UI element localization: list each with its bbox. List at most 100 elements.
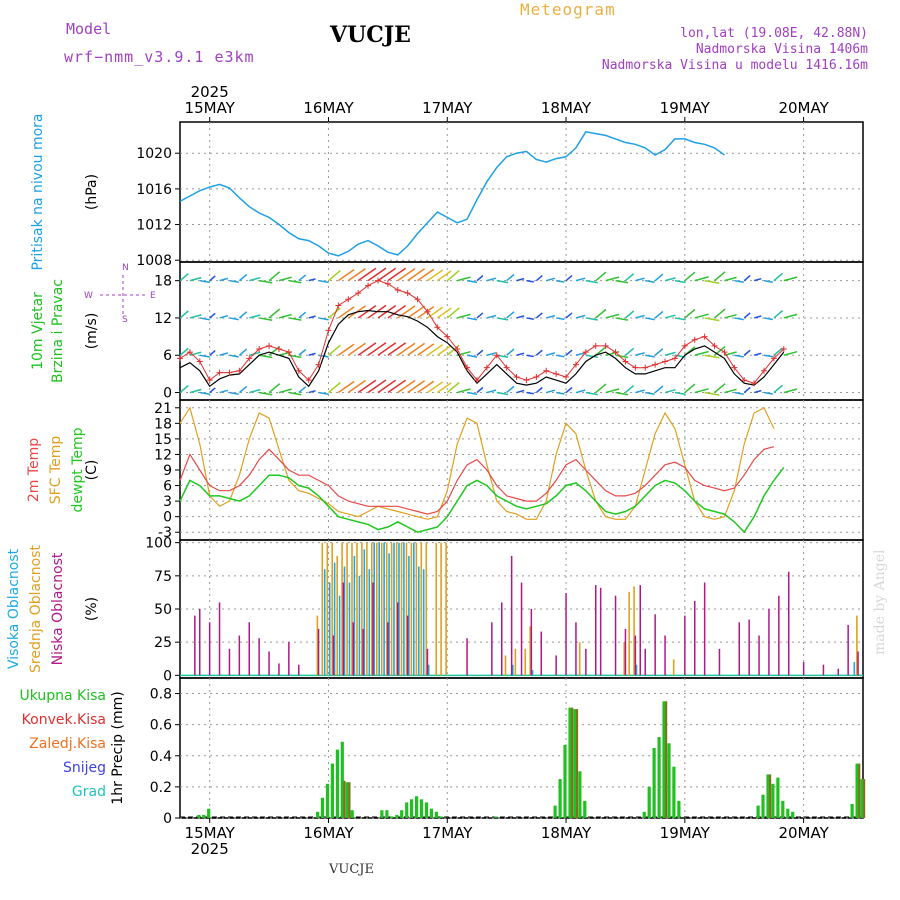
precip-bar-total (553, 805, 557, 818)
gust-marker (483, 364, 490, 371)
ytick-label-temperature: 6 (163, 479, 172, 495)
precip-bar-total (400, 810, 404, 818)
precip-bar-total (424, 802, 429, 818)
cloud-bar-low (208, 622, 211, 676)
wind-barb (318, 391, 329, 396)
wind-barb (664, 314, 676, 319)
ytick-label-pressure: 1020 (136, 146, 172, 162)
wind-barb (734, 354, 744, 358)
cloud-bar-low (352, 622, 354, 676)
cloud-bar-mid (440, 542, 442, 676)
wind-barb (684, 383, 696, 394)
wind-barb (486, 277, 497, 282)
wind-barb (694, 276, 709, 282)
cloud-bar-low (565, 593, 567, 676)
wind-barb (624, 310, 635, 319)
precip-bar-total (662, 701, 666, 818)
cloud-bar-mid (385, 542, 388, 676)
wind-barb (516, 352, 525, 356)
wind-barb (407, 305, 426, 319)
cloud-bar-low (278, 663, 280, 676)
wind-barb (575, 389, 586, 394)
date-label-bottom: 16MAY (303, 824, 354, 842)
cloud-bar-low (654, 614, 656, 676)
cloud-bar-low (501, 602, 503, 676)
wind-barb (595, 383, 607, 394)
wind-barb (377, 342, 397, 356)
wind-barb (189, 276, 202, 282)
wind-barb (318, 317, 329, 321)
wind-barb (417, 305, 435, 319)
wind-barb (516, 315, 525, 319)
gust-marker (444, 333, 451, 340)
cloud-bar-low (639, 585, 641, 676)
cloud-bar-mid (400, 542, 403, 676)
wind-barb (496, 317, 509, 321)
wind-barb (249, 388, 261, 394)
cloud-bar-mid (356, 542, 358, 676)
wind-barb (476, 349, 484, 356)
coords-label: lon,lat (19.08E, 42.88N) (680, 26, 868, 41)
legend-precip-0: Ukupna Kisa (19, 688, 106, 704)
wind-barb (446, 307, 460, 319)
ytick-label-cloud: 50 (154, 602, 172, 618)
variable-label-cloud: Niska Oblacnost (50, 552, 66, 665)
precip-bar-total (563, 744, 567, 818)
cloud-bar-low (624, 628, 627, 676)
credit-watermark: made by Angel (872, 549, 888, 656)
variable-label-cloud: Srednja Oblacnost (28, 545, 44, 673)
gust-marker (414, 296, 421, 303)
legend-precip-3: Snijeg (63, 760, 106, 776)
gust-line (179, 280, 785, 384)
wind-barb (743, 349, 751, 356)
wind-barb (337, 343, 355, 356)
precip-bar-conv (665, 701, 668, 818)
cloud-bar-mid (514, 648, 517, 676)
cloud-bar-low (491, 622, 493, 676)
wind-barb (516, 277, 525, 282)
wind-barb (664, 277, 676, 282)
wind-barb (249, 276, 261, 282)
wind-barb (486, 389, 497, 394)
wind-barb (219, 314, 229, 319)
wind-barb (704, 391, 720, 396)
gust-marker (236, 367, 243, 374)
cloud-bar-low (644, 648, 646, 676)
wind-barb (436, 382, 452, 394)
gust-marker (711, 342, 718, 349)
wind-barb (427, 381, 444, 394)
variable-label-temperature: 2m Temp (26, 438, 42, 502)
wind-barb (446, 381, 460, 394)
cloud-bar-low (837, 668, 839, 676)
precip-bar-total (568, 707, 572, 818)
gust-marker (662, 358, 669, 365)
wind-barb (436, 344, 452, 356)
precip-bar-total (677, 800, 681, 818)
wind-barb (377, 267, 397, 282)
date-label-top: 15MAY (185, 99, 236, 117)
wind-barb (268, 345, 281, 356)
wind-barb (773, 384, 784, 394)
product-title: Meteogram (520, 0, 616, 19)
precip-bar-conv (576, 709, 579, 818)
wind-barb (546, 352, 556, 356)
cloud-bar-mid (390, 542, 393, 676)
cloud-bar-low (748, 619, 750, 676)
wind-barb (456, 313, 471, 319)
wind-barb (209, 350, 216, 356)
wind-barb (595, 271, 607, 282)
cloud-bar-low (194, 615, 196, 676)
wind-barb (624, 273, 635, 282)
gust-marker (523, 377, 530, 384)
gust-marker (315, 361, 322, 368)
ytick-label-precip: 0.8 (150, 687, 172, 703)
ytick-label-temperature: 0 (163, 510, 172, 526)
ytick-label-temperature: 9 (163, 463, 172, 479)
wind-barb (308, 315, 316, 319)
wind-barb (357, 304, 377, 319)
variable-label-temperature: SFC Temp (48, 436, 64, 505)
cloud-bar-low (510, 555, 513, 676)
wind-barb (635, 277, 645, 282)
cloud-bar-mid (425, 542, 428, 676)
